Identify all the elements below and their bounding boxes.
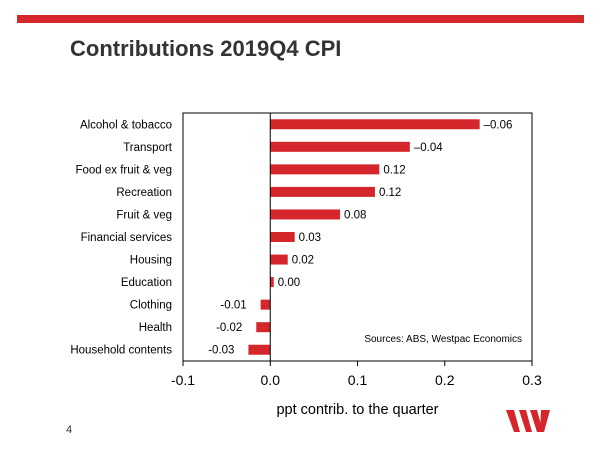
data-label: 0.03: [299, 232, 321, 244]
x-tick-label: -0.1: [171, 372, 195, 388]
data-label: –0.04: [414, 142, 443, 154]
data-label: 0.08: [344, 209, 366, 221]
x-tick-label: 0.3: [522, 372, 542, 388]
page-number: 4: [66, 424, 73, 436]
top-accent-bar: [17, 15, 584, 23]
bar-6: [270, 254, 288, 265]
x-tick-label: 0.2: [435, 372, 455, 388]
category-label: Financial services: [81, 232, 173, 244]
data-label: 0.12: [379, 187, 401, 199]
x-tick-label: 0.1: [348, 372, 368, 388]
x-axis-label: ppt contrib. to the quarter: [276, 402, 438, 418]
x-tick-label: 0.0: [261, 372, 281, 388]
category-label: Alcohol & tobacco: [80, 119, 172, 131]
bar-0: [270, 119, 480, 130]
category-label: Health: [139, 322, 172, 334]
data-label: –0.06: [484, 119, 513, 131]
category-label: Transport: [123, 142, 173, 154]
data-label: -0.01: [220, 300, 246, 312]
data-label: 0.12: [383, 164, 405, 176]
bar-2: [270, 164, 380, 175]
source-note: Sources: ABS, Westpac Economics: [364, 334, 522, 345]
data-label: -0.03: [208, 345, 234, 357]
data-label: 0.00: [278, 277, 300, 289]
category-label: Education: [121, 277, 172, 289]
category-label: Food ex fruit & veg: [75, 164, 172, 176]
category-label: Clothing: [130, 300, 172, 312]
bar-8: [260, 299, 271, 310]
bar-10: [248, 344, 271, 355]
bar-4: [270, 209, 341, 220]
bar-5: [270, 232, 295, 242]
page-title: Contributions 2019Q4 CPI: [70, 36, 342, 61]
category-label: Fruit & veg: [116, 209, 172, 221]
category-label: Household contents: [70, 345, 172, 357]
data-label: -0.02: [216, 322, 242, 334]
category-label: Recreation: [116, 187, 172, 199]
westpac-logo-icon: [506, 410, 550, 432]
bar-1: [270, 141, 410, 152]
bar-9: [256, 322, 271, 333]
category-label: Housing: [130, 255, 172, 267]
data-label: 0.02: [292, 255, 314, 267]
bar-3: [270, 186, 375, 197]
bar-7: [270, 277, 274, 288]
